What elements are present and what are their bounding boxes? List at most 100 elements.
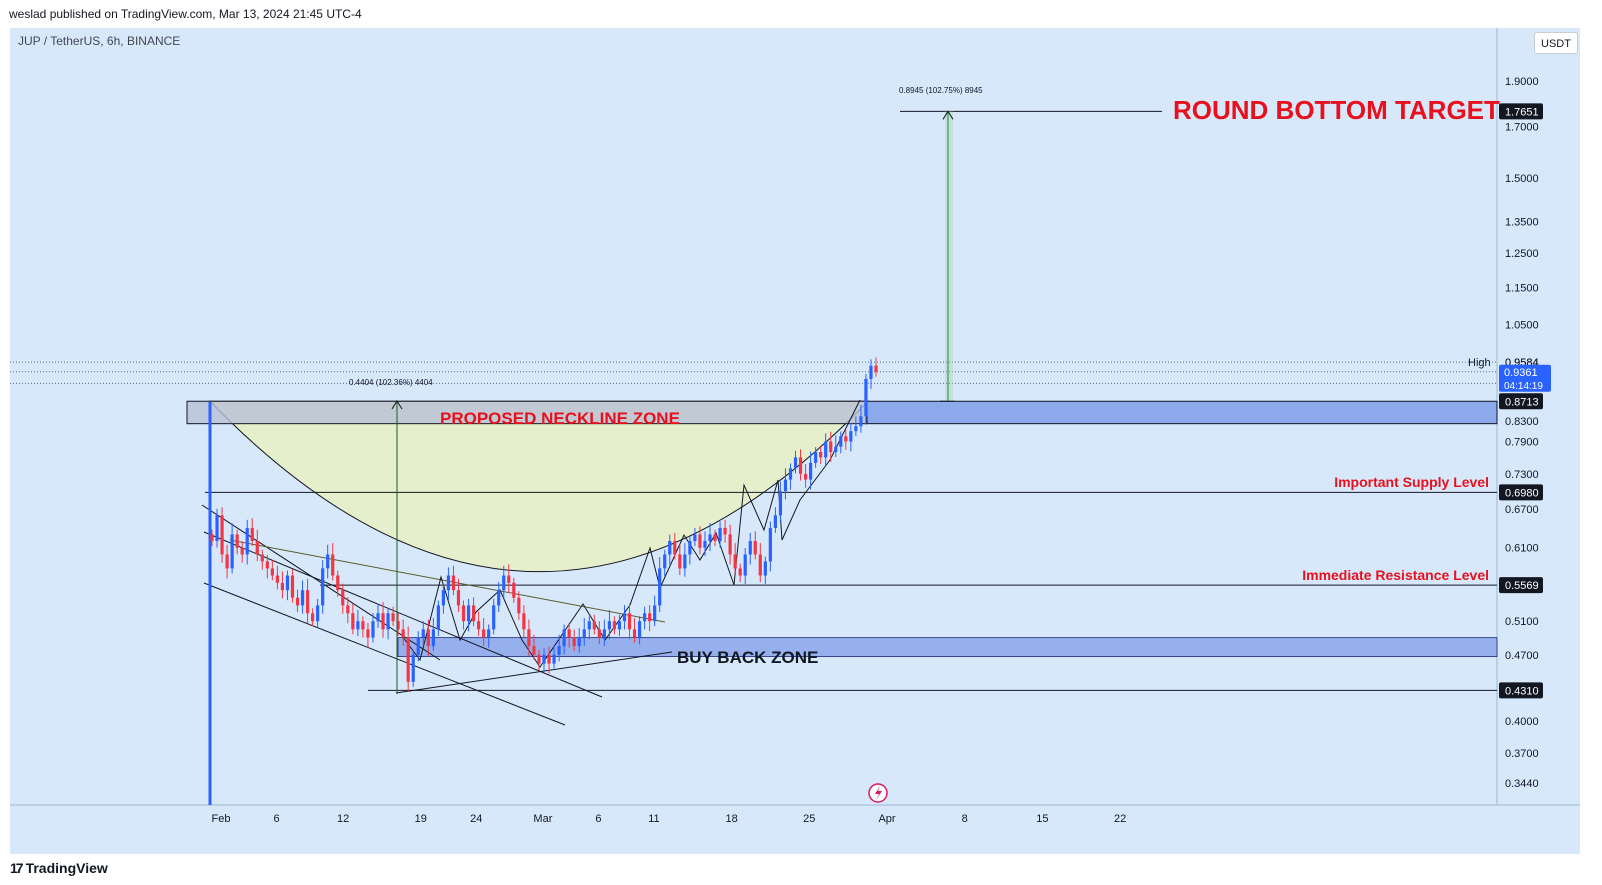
candle-body[interactable] [497,590,501,606]
price-badge[interactable] [1499,577,1543,594]
price-badge[interactable] [1499,103,1543,120]
candle-body[interactable] [587,621,591,630]
candle-body[interactable] [809,462,813,480]
candle-body[interactable] [416,637,420,655]
candle-body[interactable] [245,527,249,555]
price-badge[interactable] [1499,484,1543,501]
candle-body[interactable] [391,613,395,622]
candle-body[interactable] [230,534,234,569]
candle-body[interactable] [814,452,818,463]
candle-body[interactable] [522,613,526,630]
candle-body[interactable] [688,541,692,555]
candle-body[interactable] [693,534,697,542]
candle-body[interactable] [552,654,556,664]
candle-body[interactable] [658,568,662,606]
candle-body[interactable] [627,613,632,630]
candle-body[interactable] [622,613,627,622]
candle-body[interactable] [316,605,320,622]
candle-body[interactable] [270,568,274,576]
candle-body[interactable] [844,436,848,442]
candle-body[interactable] [366,629,370,638]
candle-body[interactable] [637,621,642,638]
candle-body[interactable] [321,568,325,606]
candle-body[interactable] [859,416,863,427]
buy-back-zone[interactable] [397,637,1498,657]
candle-body[interactable] [648,613,652,622]
candle-body[interactable] [532,646,536,655]
candle-body[interactable] [577,637,581,647]
candle-body[interactable] [210,534,214,542]
candle-body[interactable] [678,554,682,569]
candle-body[interactable] [220,515,224,555]
candle-body[interactable] [396,621,400,630]
candle-body[interactable] [482,629,486,638]
candle-body[interactable] [839,436,843,447]
candle-body[interactable] [461,605,466,622]
candle-body[interactable] [250,527,254,542]
candle-body[interactable] [225,554,229,569]
candle-body[interactable] [653,605,657,622]
candle-body[interactable] [849,431,853,442]
candle-body[interactable] [713,534,717,542]
candle-body[interactable] [663,554,667,569]
candle-body[interactable] [557,646,561,655]
candle-body[interactable] [854,426,858,432]
candle-body[interactable] [331,554,335,576]
candle-body[interactable] [431,629,435,647]
candle-body[interactable] [280,582,285,591]
candle-body[interactable] [260,554,264,562]
candle-body[interactable] [502,575,506,591]
candle-body[interactable] [527,629,531,647]
candle-body[interactable] [783,479,788,492]
candle-body[interactable] [265,561,269,569]
candle-body[interactable] [864,378,868,417]
price-badge[interactable] [1499,393,1543,410]
candle-body[interactable] [773,515,777,528]
candle-body[interactable] [668,541,672,555]
neckline-zone-extension[interactable] [866,400,1498,425]
candle-body[interactable] [311,613,315,622]
candle-body[interactable] [305,590,310,614]
candle-body[interactable] [547,654,551,664]
candle-body[interactable] [748,541,752,555]
candle-body[interactable] [632,629,637,638]
candle-body[interactable] [492,605,496,630]
candle-body[interactable] [240,547,244,555]
candle-body[interactable] [275,575,279,583]
candle-body[interactable] [336,575,340,591]
candle-body[interactable] [477,621,481,630]
candle-body[interactable] [341,590,345,606]
candle-body[interactable] [451,575,456,591]
candle-body[interactable] [361,621,365,630]
candle-body[interactable] [708,534,712,542]
candle-body[interactable] [824,441,828,458]
candle-body[interactable] [617,621,622,630]
candle-body[interactable] [290,575,295,598]
candle-body[interactable] [602,629,606,638]
candle-body[interactable] [381,613,385,630]
candle-body[interactable] [386,613,390,630]
candle-body[interactable] [537,654,541,664]
candle-body[interactable] [703,541,707,548]
candle-body[interactable] [567,629,571,638]
candle-body[interactable] [356,621,360,630]
wedge-upper-line[interactable] [201,504,441,661]
candle-body[interactable] [466,605,471,622]
candle-body[interactable] [326,554,330,569]
candle-body[interactable] [834,446,838,453]
candle-body[interactable] [753,541,757,555]
currency-button[interactable]: USDT [1534,32,1578,54]
candle-body[interactable] [738,568,742,576]
candle-body[interactable] [426,629,430,647]
candle-body[interactable] [743,554,747,576]
candle-body[interactable] [793,457,798,469]
candle-body[interactable] [371,621,375,638]
candle-body[interactable] [421,629,425,638]
candle-body[interactable] [728,534,732,555]
candle-body[interactable] [376,613,380,622]
candle-body[interactable] [471,605,476,622]
candle-body[interactable] [718,527,722,542]
tradingview-logo[interactable]: 17 TradingView [10,860,108,876]
candle-body[interactable] [406,637,410,682]
